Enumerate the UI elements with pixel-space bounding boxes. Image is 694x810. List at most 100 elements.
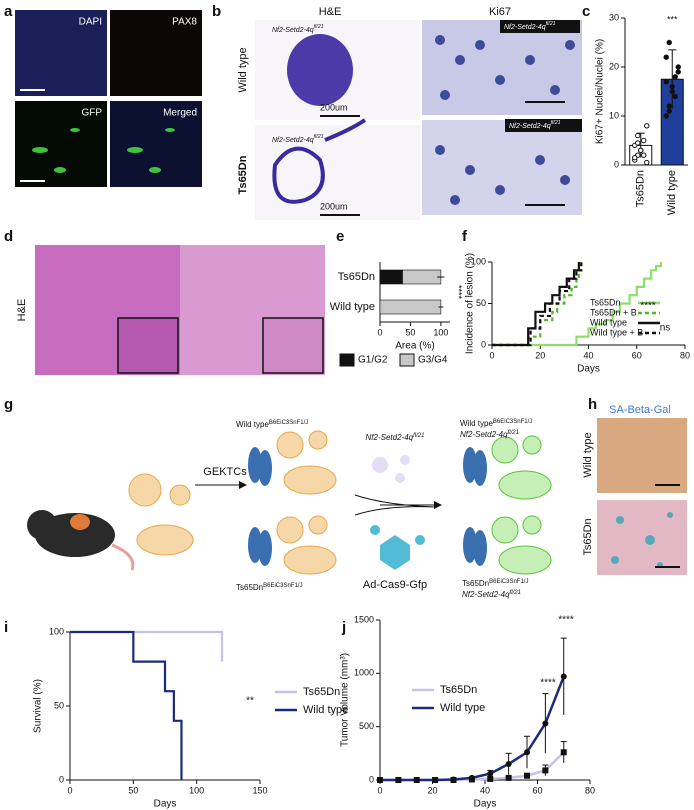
scale-bars — [20, 89, 45, 182]
legend-label: Ts65Dn — [303, 686, 340, 698]
data-point — [635, 132, 641, 139]
label: Ts65DnB6EiC3SnF1/J — [236, 583, 302, 593]
legend-label: G1/G2 — [358, 355, 388, 366]
x-tick-label: 40 — [480, 785, 490, 795]
row-label: Wild type — [582, 432, 594, 477]
y-axis-label: Ki67+ Nuclei/Nuclei (%) — [595, 39, 606, 144]
label: Nf2-Setd2-4qfl/21 — [272, 134, 324, 143]
x-tick-label: Ts65Dn — [635, 170, 647, 207]
virus — [370, 525, 425, 570]
x-tick-label: 60 — [632, 350, 642, 360]
panel-label: d — [4, 228, 13, 245]
plasmid — [372, 455, 410, 483]
label: Nf2-Setd2-4qfl/21 — [460, 430, 519, 440]
tissue — [287, 34, 353, 106]
data-point — [632, 154, 638, 161]
marker — [395, 777, 402, 783]
scale-bar-label: 200um — [320, 102, 348, 112]
y-tick-label: 20 — [609, 61, 619, 71]
label-main: Nf2-Setd2-4q — [272, 137, 314, 144]
y-tick-label: 500 — [359, 721, 374, 731]
nuclei — [435, 35, 575, 205]
label-main: Ts65Dn — [462, 579, 489, 588]
label-main: Wild type — [460, 419, 493, 428]
inset — [117, 317, 179, 374]
marker — [542, 720, 549, 727]
step-line — [492, 262, 580, 347]
image-sa-wt — [597, 418, 687, 493]
scale-bars — [655, 484, 680, 568]
annotation: ns — [660, 323, 671, 334]
bar-segment — [379, 299, 442, 315]
x-tick-label: Wild type — [666, 170, 678, 215]
step-line — [70, 630, 224, 662]
marker — [468, 774, 475, 781]
marker — [413, 777, 420, 783]
label: Nf2-Setd2-4qfl/21 — [366, 433, 425, 443]
y-tick-label: 10 — [609, 110, 619, 120]
stain-title: SA-Beta-Gal — [609, 404, 671, 416]
virus-label: Ad-Cas9-Gfp — [363, 579, 427, 591]
label-sup: B6EiC3SnF1/J — [263, 583, 302, 589]
panel-label: h — [588, 396, 597, 413]
label-sup: B6EiC3SnF1/J — [269, 420, 308, 426]
marker — [505, 761, 512, 767]
marker — [524, 749, 530, 756]
row-label: Ts65Dn — [582, 518, 594, 555]
legend-label: G3/G4 — [418, 355, 448, 366]
row-label: H&E — [16, 299, 28, 322]
label: Nf2-Setd2-4qfl/21 — [504, 21, 556, 30]
marker — [505, 774, 512, 781]
label-box — [505, 119, 582, 132]
x-axis-label: Days — [154, 799, 177, 810]
inset — [262, 317, 324, 374]
marker — [487, 770, 494, 777]
x-axis-label: Days — [577, 364, 600, 375]
label-sup: fl/21 — [314, 134, 324, 140]
x-tick-label: 100 — [433, 327, 448, 337]
scale-bar-label: 200um — [320, 201, 348, 211]
legend-label: Ts65Dn — [440, 684, 477, 696]
label-sup: fl/21 — [314, 24, 324, 30]
legend-label: Wild type — [303, 704, 348, 716]
marker — [377, 777, 383, 783]
y-tick-label: 50 — [476, 298, 486, 308]
data-point — [641, 152, 647, 158]
legend-swatch — [399, 353, 415, 367]
y-tick-label: 0 — [59, 774, 64, 784]
column-header: Ki67 — [489, 6, 511, 18]
x-tick-label: 0 — [377, 785, 382, 795]
label: Nf2-Setd2-4qfl/21 — [509, 120, 561, 129]
y-tick-label: 0 — [369, 774, 374, 784]
x-tick-label: 20 — [427, 785, 437, 795]
label-main: Wild type — [236, 420, 269, 429]
label: Wild typeB6EiC3SnF1/J — [460, 419, 532, 429]
marker — [560, 673, 567, 680]
image-ki67-ts — [422, 120, 582, 215]
annotation: ** — [246, 696, 254, 707]
annotation: **** — [558, 615, 574, 626]
panel-label: j — [341, 619, 346, 636]
bar-segment — [402, 269, 442, 285]
step-line — [492, 262, 662, 347]
label-box — [500, 20, 580, 33]
scale-bars — [320, 101, 565, 216]
marker — [542, 767, 549, 774]
mouse — [27, 510, 135, 571]
data-point — [638, 147, 644, 154]
channel-label: GFP — [81, 108, 102, 119]
y-tick-label: 50 — [54, 700, 64, 710]
organoids-green — [491, 435, 552, 575]
label-sup: fl/21 — [546, 21, 556, 27]
step-line — [492, 262, 583, 347]
label: Wild typeB6EiC3SnF1/J — [236, 420, 308, 430]
marker — [524, 772, 530, 779]
legend-swatch — [339, 353, 355, 367]
step-label: GEKTCs — [203, 466, 247, 478]
data-point — [666, 103, 672, 109]
label-main: Nf2-Setd2-4q — [504, 24, 546, 31]
label-sup: fl/21 — [413, 433, 424, 439]
y-axis-label: Tumor Volume (mm³) — [340, 653, 351, 747]
channel-label: Merged — [163, 108, 197, 119]
label: Nf2-Setd2-4qfl/21 — [462, 590, 521, 600]
